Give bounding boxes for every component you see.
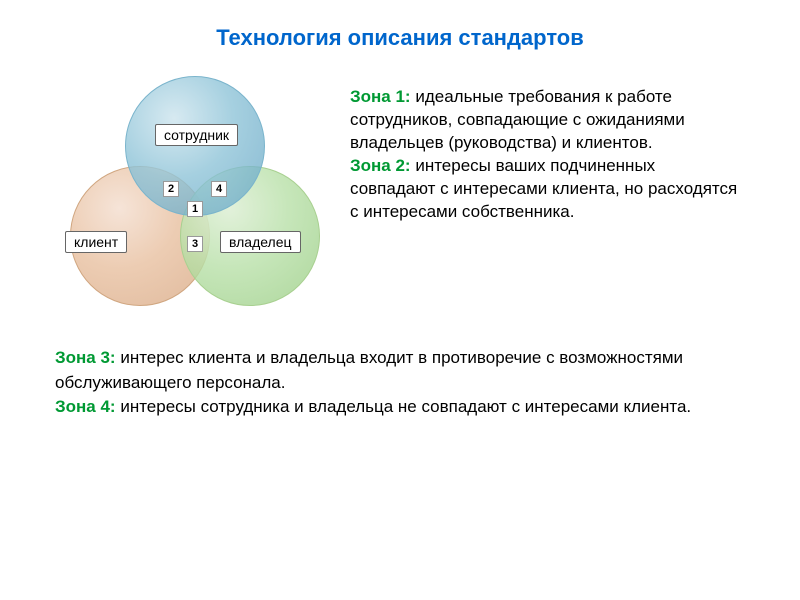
zone-3-label: Зона 3: [55, 348, 116, 367]
venn-label-top: сотрудник [155, 124, 238, 146]
page-title: Технология описания стандартов [55, 25, 745, 51]
venn-label-left: клиент [65, 231, 127, 253]
venn-circle-top [125, 76, 265, 216]
zone-4-label: Зона 4: [55, 397, 116, 416]
middle-section: сотрудник клиент владелец 2 4 1 3 Зона 1… [55, 76, 745, 316]
venn-diagram: сотрудник клиент владелец 2 4 1 3 [55, 76, 335, 316]
venn-zone-2: 2 [163, 181, 179, 197]
venn-zone-4: 4 [211, 181, 227, 197]
zones-3-4-description: Зона 3: интерес клиента и владельца вход… [55, 346, 745, 420]
zone-3-text: интерес клиента и владельца входит в про… [55, 348, 683, 392]
zones-1-2-description: Зона 1: идеальные требования к работе со… [350, 76, 745, 316]
venn-zone-1: 1 [187, 201, 203, 217]
zone-4-text: интересы сотрудника и владельца не совпа… [116, 397, 692, 416]
venn-zone-3: 3 [187, 236, 203, 252]
zone-2-label: Зона 2: [350, 156, 411, 175]
venn-label-right: владелец [220, 231, 301, 253]
zone-1-label: Зона 1: [350, 87, 411, 106]
